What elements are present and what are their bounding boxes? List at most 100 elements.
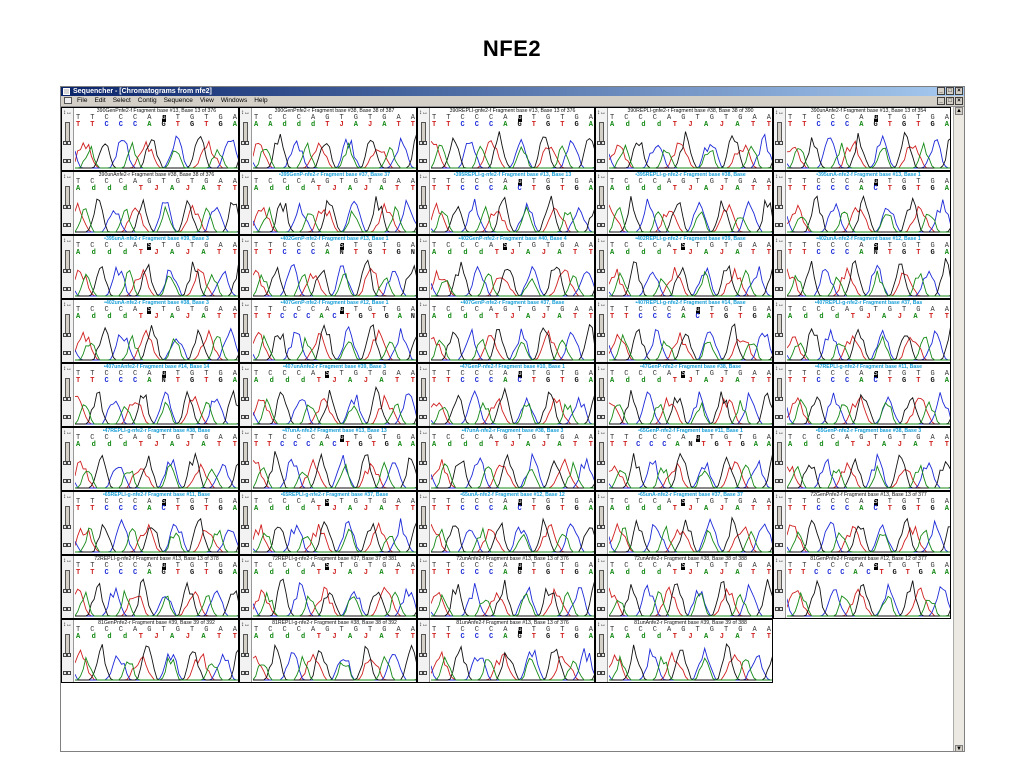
view-button[interactable] [423,479,427,483]
view-button[interactable] [423,415,427,419]
view-button[interactable] [775,141,779,145]
zoom-arrows-icon[interactable]: ↕↔ [775,110,784,116]
zoom-arrows-icon[interactable]: ↕↔ [597,174,606,180]
zoom-arrows-icon[interactable]: ↕↔ [419,238,428,244]
view-button[interactable] [601,525,605,529]
view-button[interactable] [597,415,601,419]
view-button[interactable] [419,351,423,355]
view-button[interactable] [597,287,601,291]
chromatogram-panel[interactable]: ↕↔ 390GenPnfe2-f Fragment base #13, Base … [61,107,239,171]
zoom-arrows-icon[interactable]: ↕↔ [597,430,606,436]
view-button[interactable] [775,415,779,419]
chromatogram-panel[interactable]: ↕↔ 81GenPnfe2-r Fragment base #39, Base 3… [61,619,239,683]
chromatogram-panel[interactable]: ↕↔ 390REPLI-gnfe2-f Fragment base #13, Ba… [417,107,595,171]
mdi-close-button[interactable]: × [955,97,963,105]
view-button[interactable] [597,525,601,529]
chromatogram-panel[interactable]: ↕↔ •47unA-nfe2-r Fragment base #38, Base … [417,427,595,491]
view-button[interactable] [241,653,245,657]
view-button[interactable] [67,543,71,547]
view-button[interactable] [423,461,427,465]
view-button[interactable] [63,351,67,355]
menu-sequence[interactable]: Sequence [163,97,193,104]
view-button[interactable] [775,269,779,273]
view-button[interactable] [63,479,67,483]
view-button[interactable] [601,159,605,163]
zoom-arrows-icon[interactable]: ↕↔ [775,494,784,500]
view-button[interactable] [601,287,605,291]
view-button[interactable] [67,333,71,337]
view-button[interactable] [423,653,427,657]
view-button[interactable] [779,223,783,227]
view-button[interactable] [63,223,67,227]
chromatogram-panel[interactable]: ↕↔ •65GenP-nfe2-r Fragment base #38, Base… [773,427,951,491]
view-button[interactable] [241,607,245,611]
chromatogram-panel[interactable]: ↕↔ 81unAnfe2-r Fragment base #39, Base 39… [595,619,773,683]
chromatogram-panel[interactable]: ↕↔ 390unAnfe2-f Fragment base #13, Base 1… [773,107,951,171]
view-button[interactable] [419,287,423,291]
menu-contig[interactable]: Contig [137,97,157,104]
menu-windows[interactable]: Windows [220,97,248,104]
view-button[interactable] [241,351,245,355]
chromatogram-panel[interactable]: ↕↔ •47REPLI-g-nfe2-f Fragment base #11, B… [773,363,951,427]
mdi-maximize-button[interactable]: □ [946,97,954,105]
zoom-arrows-icon[interactable]: ↕↔ [241,174,250,180]
view-button[interactable] [779,351,783,355]
view-button[interactable] [63,525,67,529]
chromatogram-panel[interactable]: ↕↔ •407REPLI-g-nfe2-f Fragment base #14, … [595,299,773,363]
zoom-arrows-icon[interactable]: ↕↔ [597,494,606,500]
view-button[interactable] [597,461,601,465]
view-button[interactable] [779,525,783,529]
view-button[interactable] [423,607,427,611]
view-button[interactable] [419,461,423,465]
chromatogram-panel[interactable]: ↕↔ •65GenP-nfe2-f Fragment base #11, Base… [595,427,773,491]
zoom-arrows-icon[interactable]: ↕↔ [419,174,428,180]
zoom-arrows-icon[interactable]: ↕↔ [775,558,784,564]
view-button[interactable] [779,333,783,337]
chromatogram-panel[interactable]: ↕↔ •47GenP-nfe2-f Fragment base #10, Base… [417,363,595,427]
zoom-arrows-icon[interactable]: ↕↔ [419,366,428,372]
view-button[interactable] [597,159,601,163]
zoom-arrows-icon[interactable]: ↕↔ [775,174,784,180]
zoom-arrows-icon[interactable]: ↕↔ [241,302,250,308]
view-button[interactable] [779,269,783,273]
menu-file[interactable]: File [77,97,88,104]
view-button[interactable] [601,461,605,465]
view-button[interactable] [597,269,601,273]
view-button[interactable] [423,159,427,163]
zoom-arrows-icon[interactable]: ↕↔ [419,430,428,436]
zoom-arrows-icon[interactable]: ↕↔ [775,430,784,436]
view-button[interactable] [597,479,601,483]
zoom-arrows-icon[interactable]: ↕↔ [775,238,784,244]
zoom-arrows-icon[interactable]: ↕↔ [63,430,72,436]
zoom-arrows-icon[interactable]: ↕↔ [419,302,428,308]
view-button[interactable] [423,269,427,273]
zoom-arrows-icon[interactable]: ↕↔ [597,110,606,116]
chromatogram-panel[interactable]: ↕↔ •402unA-nfe2-r Fragment base #38, Base… [61,299,239,363]
view-button[interactable] [597,543,601,547]
view-button[interactable] [597,607,601,611]
view-button[interactable] [775,159,779,163]
view-button[interactable] [779,543,783,547]
view-button[interactable] [67,159,71,163]
view-button[interactable] [423,141,427,145]
view-button[interactable] [63,205,67,209]
view-button[interactable] [601,671,605,675]
chromatogram-panel[interactable]: ↕↔ •407GenP-nfe2-r Fragment base #37, Bas… [417,299,595,363]
view-button[interactable] [245,671,249,675]
view-button[interactable] [601,223,605,227]
zoom-arrows-icon[interactable]: ↕↔ [63,238,72,244]
chromatogram-panel[interactable]: ↕↔ 81unAnfe2-f Fragment base #13, Base 13… [417,619,595,683]
zoom-arrows-icon[interactable]: ↕↔ [419,622,428,628]
view-button[interactable] [597,589,601,593]
view-button[interactable] [423,397,427,401]
view-button[interactable] [67,287,71,291]
mdi-minimize-button[interactable]: _ [937,97,945,105]
zoom-arrows-icon[interactable]: ↕↔ [775,366,784,372]
view-button[interactable] [63,159,67,163]
view-button[interactable] [775,589,779,593]
view-button[interactable] [779,141,783,145]
view-button[interactable] [775,287,779,291]
view-button[interactable] [597,223,601,227]
chromatogram-panel[interactable]: ↕↔ •402GenP-nfe2-f Fragment base #13, Bas… [239,235,417,299]
view-button[interactable] [241,543,245,547]
